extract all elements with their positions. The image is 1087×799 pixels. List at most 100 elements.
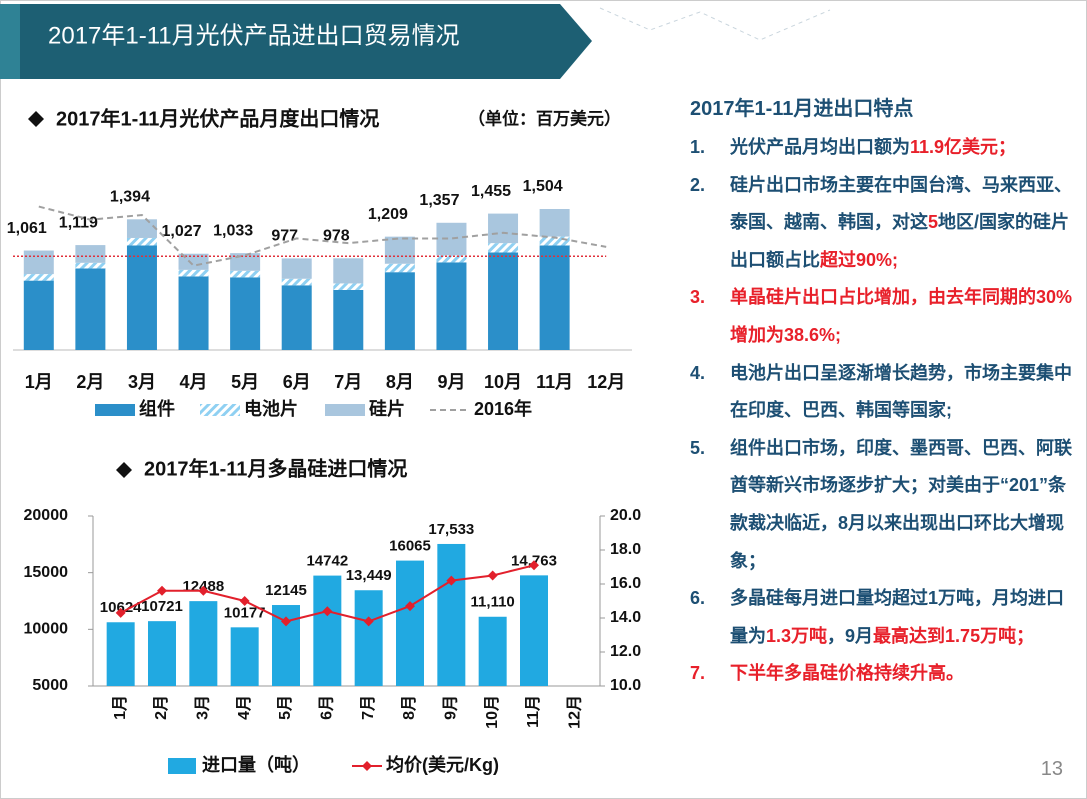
x-tick-label: 9月	[442, 695, 460, 720]
line-marker	[529, 560, 539, 571]
line-marker	[405, 601, 415, 612]
data-label: 11,110	[471, 594, 515, 611]
line-series	[38, 205, 607, 267]
legend-label: 进口量（吨）	[202, 754, 310, 775]
bar	[354, 590, 383, 686]
bar-segment	[281, 258, 312, 279]
page-number: 13	[1040, 758, 1063, 780]
x-tick-label: 4月	[180, 372, 208, 392]
line-marker	[281, 616, 291, 627]
diamond	[116, 462, 132, 478]
note-number: 1.	[690, 137, 706, 157]
note-run: 组件出口市场，印度、墨西哥、巴西、阿联酋等新兴市场逐步扩大；对美由于“201”条…	[730, 437, 1072, 571]
data-label: 16065	[389, 538, 431, 555]
x-tick-label: 8月	[400, 695, 418, 720]
bar-segment	[230, 270, 261, 278]
legend-marker	[362, 761, 372, 771]
note-number: 4.	[690, 362, 706, 383]
x-tick-label: 8月	[386, 372, 414, 392]
y2-tick-label: 20.0	[610, 507, 641, 524]
notes-list: 1. 光伏产品月均出口额为11.9亿美元； 2. 硅片出口市场主要在中国台湾、马来西亚…	[690, 129, 1075, 693]
note-run: 光伏产品月均出口额为	[730, 137, 910, 157]
chart-title: 2017年1-11月多晶硅进口情况	[144, 456, 407, 480]
x-tick-label: 3月	[194, 695, 212, 720]
note-number: 6.	[690, 588, 706, 609]
line-marker	[157, 585, 167, 596]
x-tick-label: 10月	[483, 695, 501, 729]
note-text: 多晶硅每月进口量均超过1万吨，月均进口量为1.3万吨，9月最高达到1.75万吨；	[730, 580, 1075, 655]
bar	[148, 621, 176, 686]
x-tick-label: 7月	[334, 372, 362, 392]
header-banner	[0, 4, 592, 79]
note-run: 11.9亿美元；	[910, 137, 1017, 157]
panel-title: 2017年1-11月进出口特点	[690, 98, 914, 120]
bar-segment	[488, 252, 519, 350]
x-tick-label: 7月	[359, 695, 377, 720]
y-tick-label: 10000	[24, 621, 69, 638]
bar	[230, 627, 259, 686]
note: 2. 硅片出口市场主要在中国台湾、马来西亚、泰国、越南、韩国，对这5地区/国家的硅…	[690, 167, 1075, 280]
note-run: ，9月	[827, 625, 874, 646]
line-marker	[115, 607, 126, 618]
y2-tick-label: 16.0	[610, 575, 641, 592]
legend-swatch	[95, 404, 135, 416]
legend-label: 电池片	[244, 398, 298, 419]
line-marker	[487, 570, 498, 581]
bar	[106, 622, 135, 686]
bar-segment	[178, 269, 209, 277]
legend-label: 组件	[139, 398, 175, 419]
y2-tick-label: 10.0	[610, 677, 641, 694]
line-marker	[239, 596, 250, 606]
x-tick-label: 6月	[318, 695, 336, 720]
legend-label: 硅片	[369, 398, 405, 419]
y-tick-label: 5000	[32, 677, 68, 694]
chart-unit: （单位：百万美元）	[468, 108, 621, 128]
note-run: 地区/国家的硅片出口额占比	[730, 212, 1070, 270]
bar-segment	[488, 213, 519, 244]
data-label: 14742	[306, 553, 348, 570]
data-label: 1,394	[110, 189, 150, 206]
note-run: 电池片出口呈逐渐增长趋势，市场主要集中在印度、巴西、韩国等国家;	[730, 362, 1072, 421]
x-tick-label: 1月	[111, 695, 129, 720]
legend-swatch	[325, 404, 365, 416]
note-text: 电池片出口呈逐渐增长趋势，市场主要集中在印度、巴西、韩国等国家;	[730, 355, 1075, 430]
x-tick-label: 9月	[437, 372, 465, 392]
data-label: 1,027	[162, 223, 202, 240]
bar	[396, 560, 424, 686]
note-run: 单晶硅片出口占比增加，由去年同期的30%增加为38.6%;	[730, 287, 1073, 345]
x-tick-label: 10月	[484, 372, 522, 392]
x-tick-label: 4月	[235, 695, 253, 720]
bar-segment	[488, 243, 519, 253]
chart-title: 2017年1-11月光伏产品月度出口情况	[56, 106, 379, 130]
note-number: 7.	[690, 663, 706, 684]
bar-segment	[75, 245, 106, 263]
bar-segment	[281, 285, 312, 350]
note-run: 5	[928, 212, 939, 233]
line-marker	[322, 606, 333, 617]
bar-segment	[23, 280, 54, 350]
bar	[313, 575, 342, 686]
bar	[478, 616, 507, 686]
bar	[437, 543, 466, 686]
data-label: 12145	[265, 582, 307, 599]
bar-segment	[384, 236, 415, 264]
legend-label: 均价(美元/Kg)	[386, 754, 499, 775]
data-label: 10177	[224, 604, 266, 621]
bar-segment	[23, 250, 54, 275]
note-run: 超过90%;	[820, 249, 899, 270]
note-text: 组件出口市场，印度、墨西哥、巴西、阿联酋等新兴市场逐步扩大；对美由于“201”条…	[730, 430, 1075, 580]
bar	[520, 575, 548, 686]
note-run: 下半年多晶硅价格持续升高。	[730, 663, 964, 684]
x-tick-label: 5月	[231, 372, 259, 392]
y2-tick-label: 18.0	[610, 541, 641, 558]
x-tick-label: 12月	[587, 372, 625, 392]
note-text: 硅片出口市场主要在中国台湾、马来西亚、泰国、越南、韩国，对这5地区/国家的硅片出…	[730, 167, 1075, 280]
note-number: 2.	[690, 174, 706, 195]
x-tick-label: 2月	[152, 695, 170, 720]
data-label: 977	[271, 228, 298, 245]
notes-panel: 2017年1-11月进出口特点 1. 光伏产品月均出口额为11.9亿美元； 2. 硅片…	[690, 92, 1075, 693]
note-run: 1.3万吨	[766, 625, 828, 646]
legend-swatch	[168, 758, 196, 774]
